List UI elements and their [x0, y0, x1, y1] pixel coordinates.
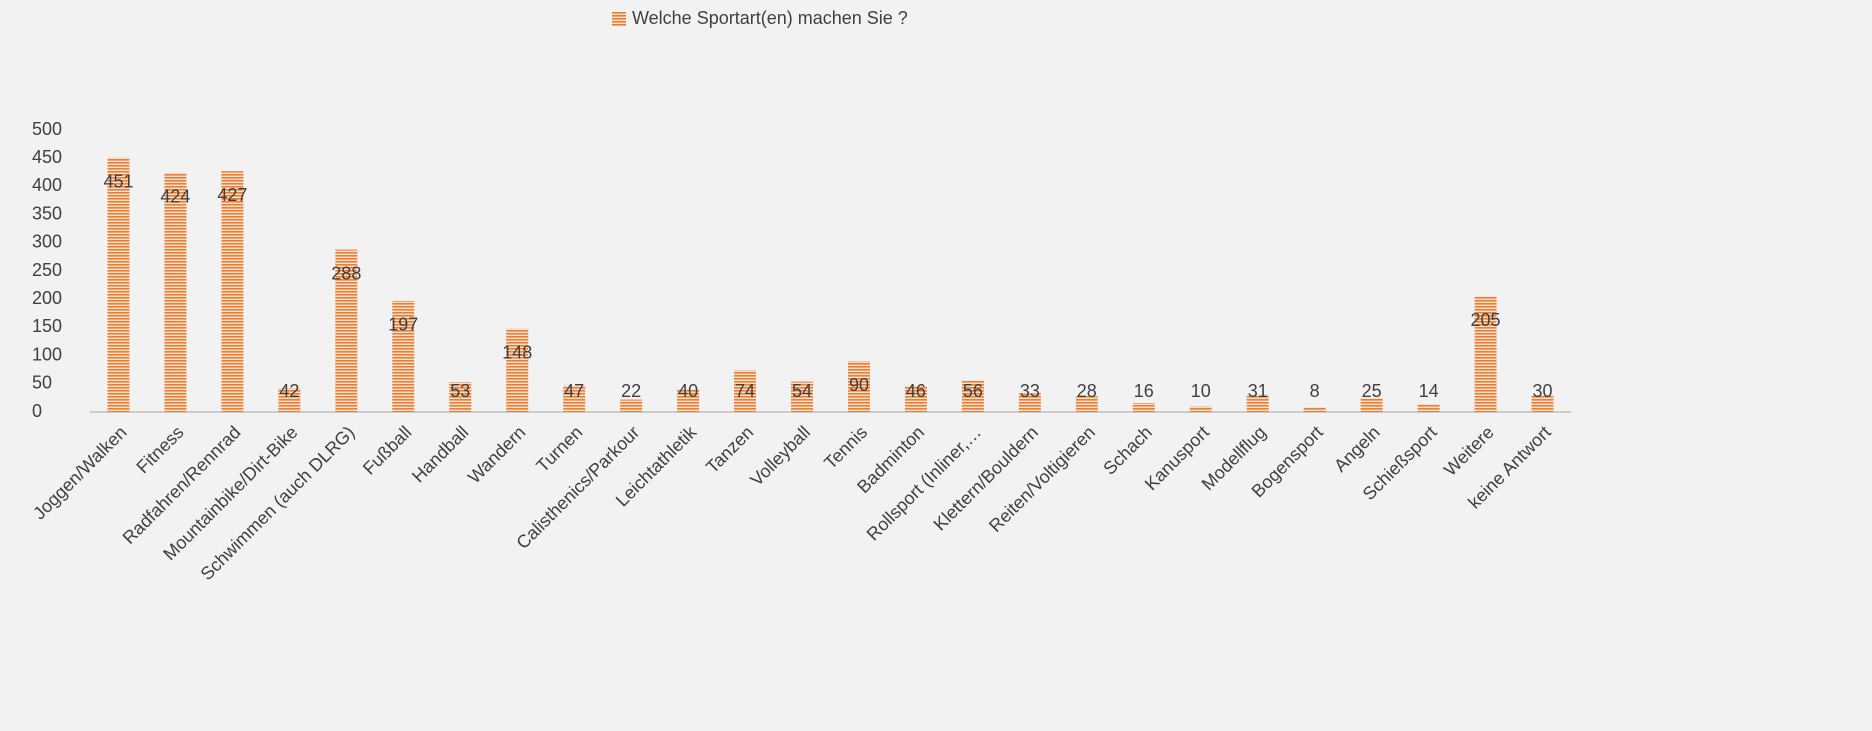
data-label: 90: [849, 375, 869, 395]
data-label: 28: [1077, 381, 1097, 401]
data-label: 54: [792, 381, 812, 401]
x-tick-label: Reiten/Voltigieren: [985, 422, 1099, 536]
y-tick-label: 400: [32, 175, 62, 195]
data-label: 53: [450, 381, 470, 401]
bar: [221, 171, 244, 412]
x-tick-label: Volleyball: [746, 422, 814, 490]
x-tick-label: Wandern: [464, 422, 529, 487]
data-label: 22: [621, 381, 641, 401]
y-tick-label: 500: [32, 119, 62, 139]
y-tick-label: 0: [32, 401, 42, 421]
y-tick-label: 50: [32, 373, 52, 393]
x-tick-label: Klettern/Bouldern: [930, 422, 1042, 534]
bar: [1246, 394, 1269, 412]
data-label: 451: [103, 171, 133, 191]
data-label: 14: [1419, 381, 1439, 401]
bar: [506, 328, 529, 412]
x-tick-label: Turnen: [532, 422, 586, 476]
bar: [961, 380, 984, 412]
data-label: 30: [1533, 381, 1553, 401]
x-tick-label: Handball: [408, 422, 472, 486]
y-tick-label: 100: [32, 344, 62, 364]
bar: [1075, 396, 1098, 412]
bar: [677, 389, 700, 412]
y-tick-label: 250: [32, 260, 62, 280]
bar: [449, 382, 472, 412]
x-tick-label: Joggen/Walken: [29, 422, 130, 523]
data-label: 42: [279, 381, 299, 401]
bar: [734, 370, 757, 412]
bar: [1360, 397, 1383, 412]
data-label: 46: [906, 381, 926, 401]
data-label: 205: [1471, 310, 1501, 330]
y-tick-label: 450: [32, 147, 62, 167]
bar: [904, 386, 927, 412]
bar: [847, 361, 870, 412]
data-label: 25: [1362, 381, 1382, 401]
data-label: 427: [217, 185, 247, 205]
y-tick-label: 350: [32, 203, 62, 223]
bar: [392, 300, 415, 412]
x-tick-label: Tennis: [820, 422, 871, 473]
data-label: 424: [160, 187, 190, 207]
bar: [1189, 406, 1212, 412]
legend-swatch: [612, 12, 626, 26]
y-tick-label: 200: [32, 288, 62, 308]
bar: [791, 381, 814, 412]
data-label: 197: [388, 315, 418, 335]
data-label: 56: [963, 381, 983, 401]
data-label: 10: [1191, 381, 1211, 401]
bar: [107, 157, 130, 412]
x-tick-label: Tanzen: [702, 422, 757, 477]
x-tick-label: Fußball: [359, 422, 416, 479]
x-tick-label: Fitness: [132, 422, 187, 477]
bar: [1018, 393, 1041, 412]
bar: [1417, 404, 1440, 412]
x-tick-label: Angeln: [1330, 422, 1384, 476]
bar: [1132, 402, 1155, 412]
bar: [1474, 296, 1497, 412]
bar: [164, 172, 187, 412]
data-label: 31: [1248, 381, 1268, 401]
data-label: 47: [564, 381, 584, 401]
bar: [1303, 407, 1326, 412]
data-label: 33: [1020, 381, 1040, 401]
data-label: 148: [502, 342, 532, 362]
y-tick-label: 300: [32, 232, 62, 252]
bar: [563, 385, 586, 412]
x-tick-label: Weitere: [1440, 422, 1498, 480]
data-label: 288: [331, 263, 361, 283]
y-tick-label: 150: [32, 316, 62, 336]
x-tick-label: Schach: [1099, 422, 1156, 479]
bar: [335, 249, 358, 412]
bar: [1531, 395, 1554, 412]
bar: [278, 388, 301, 412]
bar: [620, 399, 643, 412]
data-label: 16: [1134, 381, 1154, 401]
data-label: 40: [678, 381, 698, 401]
data-label: 74: [735, 381, 755, 401]
legend-label: Welche Sportart(en) machen Sie ?: [632, 8, 908, 28]
data-label: 8: [1310, 381, 1320, 401]
